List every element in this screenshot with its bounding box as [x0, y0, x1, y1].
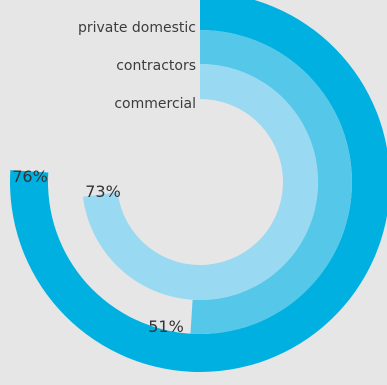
- value-label-contractors: 51%: [148, 317, 184, 336]
- arc-contractors: [190, 30, 352, 334]
- value-label-private-domestic: 76%: [12, 167, 48, 186]
- series-label-private-domestic: private domestic: [78, 20, 196, 36]
- arc-commercial: [82, 64, 318, 300]
- series-label-commercial: commercial: [114, 96, 196, 112]
- series-label-contractors: contractors: [116, 58, 196, 74]
- arc-layer: [10, 0, 387, 372]
- label-layer: private domestic 76% contractors 51% commerc…: [12, 20, 196, 336]
- value-label-commercial: 73%: [85, 182, 121, 201]
